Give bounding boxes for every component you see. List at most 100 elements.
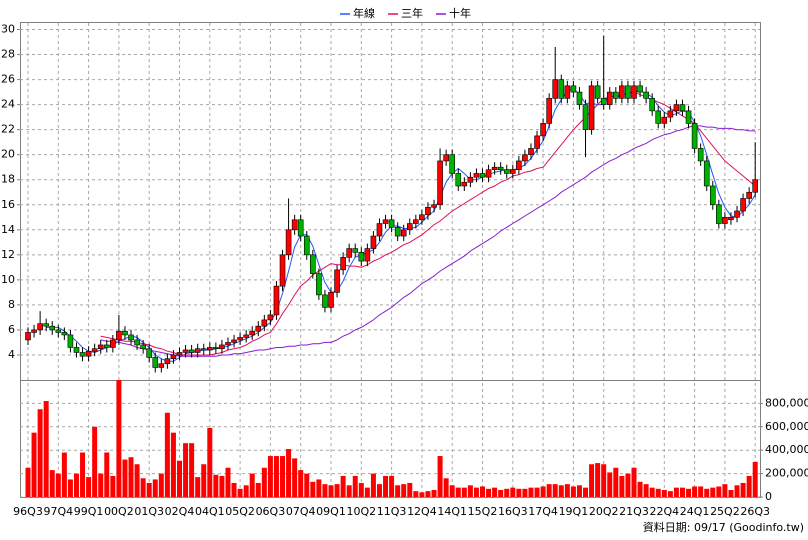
- candle-body: [709, 185, 716, 206]
- volume-bar: [570, 486, 576, 497]
- candle-body: [716, 204, 722, 224]
- y2-tick-label: 0: [765, 490, 772, 503]
- volume-bar: [401, 484, 407, 497]
- volume-bar: [92, 426, 98, 497]
- volume-bar: [728, 489, 734, 497]
- candle-body: [485, 169, 492, 178]
- volume-bar: [152, 479, 158, 497]
- x-tick-label: 02Q4: [165, 505, 195, 518]
- candle-body: [79, 352, 86, 357]
- volume-bar: [25, 467, 31, 497]
- volume-bar: [443, 478, 449, 497]
- candle-body: [619, 85, 625, 99]
- volume-bar: [746, 475, 752, 497]
- y-tick-label: 28: [1, 48, 15, 61]
- y-tick-label: 8: [8, 298, 15, 311]
- volume-bar: [576, 485, 582, 497]
- candle-body: [461, 181, 468, 187]
- candle-body: [73, 347, 80, 353]
- x-tick-label: 20Q2: [589, 505, 619, 518]
- volume-bar: [170, 432, 176, 497]
- candle-body: [643, 91, 649, 99]
- candle-body: [128, 334, 134, 341]
- volume-bar: [395, 485, 401, 497]
- candle-body: [679, 104, 686, 112]
- volume-bar: [237, 488, 243, 497]
- volume-bar: [734, 485, 740, 497]
- volume-bar: [376, 484, 382, 497]
- volume-bar: [498, 489, 504, 497]
- volume-bar: [340, 475, 346, 497]
- moving-average-line: [100, 125, 756, 357]
- candle-body: [352, 248, 359, 253]
- candle-body: [261, 319, 268, 327]
- volume-bar: [219, 475, 225, 497]
- candle-body: [140, 344, 146, 350]
- candle-body: [685, 110, 692, 124]
- candle-body: [649, 98, 655, 112]
- candle-body: [231, 339, 237, 343]
- volume-bar: [504, 488, 510, 497]
- y-tick-label: 26: [1, 73, 15, 86]
- candle-body: [703, 160, 710, 187]
- candle-body: [734, 210, 740, 218]
- x-tick-label: 06Q3: [256, 505, 286, 518]
- candle-body: [606, 91, 613, 105]
- volume-bar: [43, 401, 49, 497]
- volume-bar: [86, 477, 92, 497]
- candle-body: [152, 357, 159, 368]
- candle-body: [243, 334, 249, 338]
- x-tick-label: 16Q3: [498, 505, 528, 518]
- candle-body: [431, 204, 437, 208]
- legend-label: 三年: [401, 6, 423, 20]
- x-tick-label: 19Q1: [559, 505, 589, 518]
- candle-body: [443, 154, 449, 162]
- plot-frame: [20, 22, 761, 498]
- candle-body: [170, 354, 177, 360]
- candle-body: [746, 191, 752, 199]
- volume-bar: [704, 488, 710, 497]
- volume-bar: [413, 491, 419, 497]
- candle-body: [509, 169, 516, 174]
- volume-bar: [298, 470, 304, 497]
- y-tick-label: 16: [1, 198, 15, 211]
- volume-bar: [722, 484, 728, 497]
- volume-bar: [110, 475, 116, 497]
- candle-body: [497, 166, 504, 171]
- y-tick-label: 20: [1, 148, 15, 161]
- volume-bar: [461, 487, 467, 497]
- candle-body: [419, 214, 425, 221]
- volume-bar: [595, 463, 601, 497]
- candle-body: [55, 329, 62, 333]
- volume-bar: [255, 482, 261, 497]
- volume-bar: [467, 485, 473, 497]
- candle-body: [564, 85, 571, 99]
- volume-bar: [667, 491, 673, 497]
- volume-bar: [189, 443, 195, 497]
- x-tick-label: 11Q3: [377, 505, 407, 518]
- volume-bar: [49, 470, 55, 497]
- y-tick-label: 10: [1, 273, 15, 286]
- x-tick-label: 17Q4: [528, 505, 558, 518]
- x-tick-label: 96Q3: [13, 505, 43, 518]
- x-tick-label: 99Q1: [74, 505, 104, 518]
- candle-body: [546, 98, 552, 124]
- volume-bar: [231, 482, 237, 497]
- y2-tick-label: 800,000: [765, 396, 808, 409]
- candle-body: [534, 135, 540, 149]
- candle-body: [358, 252, 365, 262]
- candle-body: [582, 104, 589, 130]
- candle-body: [388, 219, 395, 228]
- candle-body: [437, 160, 443, 206]
- x-tick-label: 14Q1: [437, 505, 467, 518]
- volume-bar: [673, 487, 679, 497]
- volume-bar: [437, 456, 443, 497]
- volume-bar: [286, 449, 292, 497]
- volume-bar: [661, 489, 667, 497]
- candle-body: [322, 294, 328, 308]
- candle-body: [425, 206, 431, 216]
- volume-bar: [407, 482, 413, 497]
- candle-body: [279, 254, 286, 287]
- candle-body: [194, 348, 201, 353]
- candle-body: [364, 248, 371, 262]
